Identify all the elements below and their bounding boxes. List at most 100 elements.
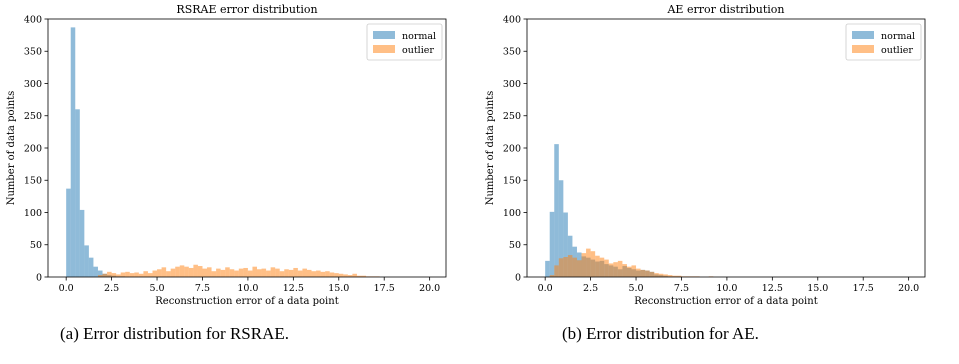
- y-tick-label: 250: [503, 111, 521, 122]
- y-tick-label: 100: [24, 208, 42, 219]
- bar-outlier: [247, 270, 253, 277]
- bar-outlier: [188, 267, 194, 277]
- bar-outlier: [316, 270, 321, 277]
- x-tick-label: 15.0: [328, 283, 349, 294]
- bar-outlier: [567, 255, 573, 277]
- bar-outlier: [129, 273, 135, 277]
- legend-swatch-normal: [373, 31, 395, 39]
- bar-outlier: [613, 262, 618, 277]
- bar-outlier: [554, 265, 559, 277]
- bar-outlier: [676, 275, 682, 277]
- x-tick-label: 17.5: [374, 283, 395, 294]
- bar-normal: [70, 27, 76, 278]
- bar-outlier: [270, 267, 276, 277]
- bar-normal: [549, 211, 555, 277]
- bar-outlier: [202, 268, 208, 277]
- bar-outlier: [266, 270, 271, 277]
- bar-outlier: [143, 271, 148, 277]
- x-tick-label: 17.5: [853, 283, 874, 294]
- x-tick-label: 20.0: [419, 283, 440, 294]
- bar-outlier: [658, 273, 664, 277]
- y-tick-label: 350: [24, 47, 42, 58]
- x-tick-label: 0.0: [538, 283, 553, 294]
- x-tick-label: 5.0: [149, 283, 164, 294]
- bar-outlier: [193, 264, 198, 277]
- bar-normal: [75, 109, 80, 277]
- bar-outlier: [631, 265, 637, 277]
- y-tick-label: 400: [24, 14, 42, 25]
- bar-outlier: [590, 251, 596, 277]
- bar-outlier: [179, 265, 185, 277]
- y-axis-label: Number of data points: [485, 91, 496, 206]
- x-tick-label: 10.0: [237, 283, 258, 294]
- bar-outlier: [293, 267, 298, 277]
- legend-label-outlier: outlier: [881, 45, 913, 56]
- x-axis-label: Reconstruction error of a data point: [155, 296, 338, 307]
- chart-panel-ae: AE error distribution 0.0 2.5 5.0 7.5 10.0 12.…: [479, 0, 959, 364]
- bar-normal: [558, 180, 564, 277]
- bar-outlier: [576, 260, 582, 277]
- bar-outlier: [343, 274, 348, 277]
- bar-normal: [66, 188, 71, 277]
- rsrae-histogram: RSRAE error distribution 0.0 2.5 5.0 7.5 10.0…: [6, 3, 447, 307]
- y-tick-label: 350: [503, 47, 521, 58]
- legend-label-outlier: outlier: [402, 45, 434, 56]
- bar-outlier: [617, 260, 623, 277]
- y-tick-label: 100: [503, 208, 521, 219]
- legend-label-normal: normal: [881, 31, 915, 42]
- bar-outlier: [572, 257, 577, 277]
- bar-outlier: [166, 271, 171, 277]
- bar-outlier: [243, 267, 248, 277]
- bar-outlier: [334, 273, 339, 277]
- bar-outlier: [238, 268, 244, 277]
- x-tick-label: 2.5: [583, 283, 598, 294]
- y-tick-label: 250: [24, 111, 42, 122]
- bar-outlier: [97, 275, 103, 277]
- bar-outlier: [111, 273, 117, 277]
- x-axis-label: Reconstruction error of a data point: [634, 296, 817, 307]
- bar-outlier: [170, 268, 176, 277]
- legend-label-normal: normal: [402, 31, 436, 42]
- bar-normal: [563, 212, 568, 277]
- legend-swatch-outlier: [373, 45, 395, 53]
- x-tick-label: 12.5: [762, 283, 783, 294]
- bar-outlier: [229, 269, 235, 277]
- y-tick-label: 150: [24, 176, 42, 187]
- bar-outlier: [640, 269, 646, 277]
- bar-outlier: [649, 271, 655, 277]
- bar-outlier: [663, 274, 668, 277]
- bar-outlier: [157, 269, 162, 277]
- chart-title: AE error distribution: [666, 3, 784, 16]
- x-tick-label: 2.5: [104, 283, 119, 294]
- bar-normal: [84, 245, 89, 277]
- bar-normal: [93, 266, 98, 277]
- bar-outlier: [599, 257, 605, 277]
- y-tick-label: 300: [24, 79, 42, 90]
- bar-outlier: [279, 271, 285, 277]
- bar-normal: [97, 270, 103, 277]
- bar-outlier: [197, 266, 203, 277]
- bar-outlier: [216, 268, 221, 277]
- bar-outlier: [134, 272, 139, 277]
- bar-outlier: [604, 259, 609, 277]
- bar-outlier: [125, 271, 130, 277]
- bar-outlier: [558, 258, 564, 277]
- bar-outlier: [284, 269, 289, 277]
- bar-outlier: [211, 271, 217, 277]
- legend-swatch-normal: [852, 31, 874, 39]
- bar-outlier: [234, 270, 239, 277]
- y-tick-label: 300: [503, 79, 521, 90]
- x-tick-label: 7.5: [195, 283, 210, 294]
- bar-outlier: [338, 273, 344, 277]
- bar-outlier: [549, 275, 555, 277]
- x-tick-label: 12.5: [283, 283, 304, 294]
- bar-outlier: [116, 274, 121, 277]
- x-tick-label: 7.5: [674, 283, 689, 294]
- bar-outlier: [581, 253, 587, 277]
- bar-outlier: [608, 263, 614, 277]
- series-outlier: [549, 248, 714, 277]
- bar-outlier: [356, 275, 362, 277]
- bar-outlier: [325, 271, 330, 277]
- bar-outlier: [302, 268, 307, 277]
- bar-outlier: [161, 267, 167, 277]
